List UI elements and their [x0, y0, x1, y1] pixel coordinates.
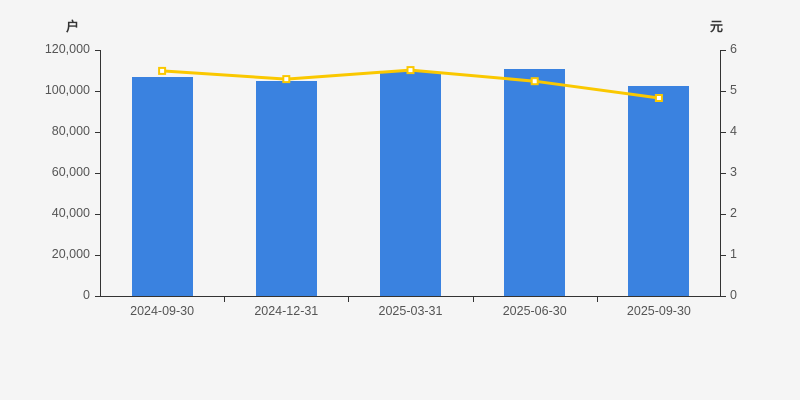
x-axis-category-label: 2025-09-30: [626, 304, 691, 318]
right-axis-tick-label: 3: [730, 165, 737, 179]
right-axis-tick: [721, 173, 726, 174]
right-axis-tick-label: 5: [730, 83, 737, 97]
right-axis-tick: [721, 132, 726, 133]
x-axis-category-label: 2024-12-31: [254, 304, 319, 318]
bar[interactable]: [380, 71, 441, 296]
x-axis-category-label: 2025-06-30: [502, 304, 567, 318]
right-axis-tick: [721, 50, 726, 51]
right-axis-tick-label: 2: [730, 206, 737, 220]
left-axis-tick: [95, 255, 100, 256]
left-axis-unit-label: 户: [66, 19, 80, 34]
left-axis-tick: [95, 173, 100, 174]
x-axis-tick: [596, 297, 598, 302]
left-axis-tick: [95, 296, 100, 297]
right-axis-tick-label: 4: [730, 124, 737, 138]
left-y-axis: [100, 50, 101, 297]
left-axis-tick: [95, 214, 100, 215]
left-axis-tick-label: 80,000: [51, 124, 90, 138]
line-marker[interactable]: [158, 66, 167, 75]
right-axis-unit-label: 元: [710, 19, 724, 34]
left-axis-tick-label: 120,000: [44, 42, 90, 56]
right-axis-tick-label: 1: [730, 247, 737, 261]
x-axis-tick: [224, 297, 226, 302]
bar[interactable]: [255, 80, 317, 296]
x-axis-category-label: 2024-09-30: [130, 304, 195, 318]
right-axis-tick: [721, 296, 726, 297]
left-axis-tick: [95, 50, 100, 51]
left-axis-tick-label: 20,000: [51, 247, 90, 261]
left-axis-tick-label: 40,000: [51, 206, 90, 220]
x-axis-tick: [472, 297, 474, 302]
bar[interactable]: [504, 69, 566, 296]
left-axis-tick-label: 100,000: [44, 83, 90, 97]
bar[interactable]: [628, 85, 690, 296]
left-axis-tick-label: 60,000: [51, 165, 90, 179]
x-axis-tick: [348, 297, 350, 302]
left-axis-tick-label: 0: [83, 288, 90, 302]
x-axis: [100, 296, 721, 297]
right-axis-tick: [721, 91, 726, 92]
right-axis-tick-label: 6: [730, 42, 737, 56]
right-y-axis: [720, 50, 721, 297]
right-axis-tick: [721, 214, 726, 215]
right-axis-tick: [721, 255, 726, 256]
bar[interactable]: [131, 76, 193, 296]
left-axis-tick: [95, 132, 100, 133]
right-axis-tick-label: 0: [730, 288, 737, 302]
left-axis-tick: [95, 91, 100, 92]
x-axis-category-label: 2025-03-31: [378, 304, 443, 318]
